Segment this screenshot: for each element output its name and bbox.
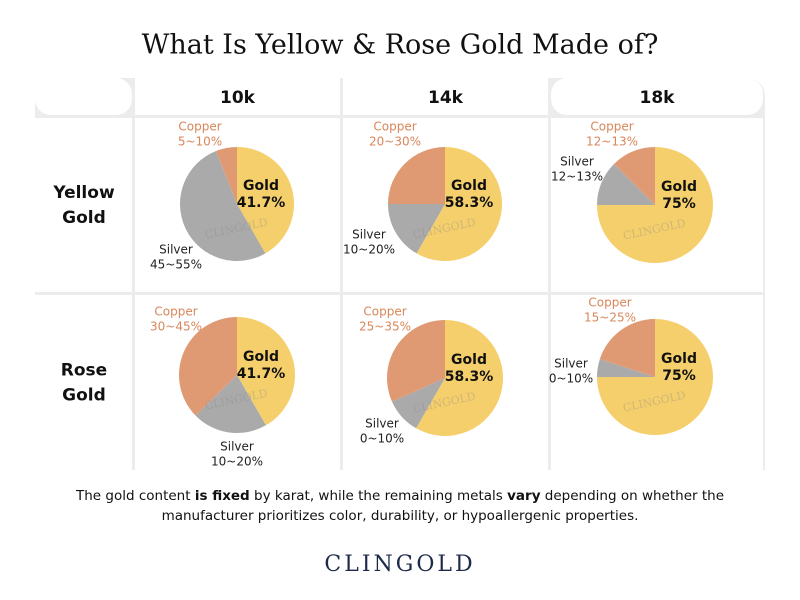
- text: depending on whether the manufacturer pr…: [161, 488, 724, 524]
- slice-label: Copper: [590, 120, 633, 134]
- pie-slice: [392, 378, 445, 429]
- row-label-line: Rose: [61, 361, 107, 381]
- pie-slice: [416, 147, 502, 261]
- pie-slice: [237, 317, 295, 426]
- row-label-line: Yellow: [52, 183, 115, 203]
- header-cell: [343, 78, 548, 115]
- slice-value-label: 0~10%: [549, 372, 593, 386]
- pie-slice: [195, 375, 266, 434]
- pie-slice: [416, 320, 503, 437]
- slice-label: Gold: [243, 349, 279, 365]
- pie-slice: [613, 147, 655, 205]
- slice-value-label: 75%: [662, 196, 696, 212]
- slice-label: Gold: [661, 179, 697, 195]
- row-label-cell: [35, 118, 132, 292]
- slice-label: Gold: [661, 351, 697, 367]
- pie-slice: [237, 147, 295, 254]
- footer-box-top: [35, 470, 765, 490]
- slice-value-label: 45~55%: [150, 258, 202, 272]
- column-header: 18k: [640, 88, 676, 108]
- pie-slice: [179, 317, 237, 416]
- slice-label: Silver: [365, 417, 399, 431]
- slice-value-label: 10~20%: [211, 455, 263, 469]
- slice-value-label: 5~10%: [178, 135, 222, 149]
- slice-label: Silver: [352, 228, 386, 242]
- slice-value-label: 25~35%: [359, 320, 411, 334]
- row-label: Rose Gold: [61, 361, 107, 406]
- text-bold: vary: [507, 488, 541, 504]
- slice-value-label: 15~25%: [584, 311, 636, 325]
- slice-label: Gold: [451, 352, 487, 368]
- slice-value-label: 10~20%: [343, 243, 395, 257]
- pie-slice: [216, 147, 237, 204]
- slice-value-label: 58.3%: [445, 369, 494, 385]
- column-header: 10k: [220, 88, 256, 108]
- pie-slice: [597, 359, 655, 377]
- footer-text: The gold content is fixed by karat, whil…: [40, 486, 760, 526]
- row-label: Yellow Gold: [52, 183, 115, 228]
- slice-value-label: 12~13%: [551, 170, 603, 184]
- slice-label: Copper: [363, 305, 406, 319]
- text: by karat, while the remaining metals: [249, 488, 508, 504]
- pie-slice: [179, 151, 266, 261]
- title: What Is Yellow & Rose Gold Made of?: [142, 30, 659, 61]
- slice-value-label: 12~13%: [586, 135, 638, 149]
- slice-value-label: 30~45%: [150, 320, 202, 334]
- slice-value-label: 0~10%: [360, 432, 404, 446]
- pie-slice: [599, 319, 655, 377]
- slice-value-label: 41.7%: [237, 195, 286, 211]
- logo: CLINGOLD: [324, 552, 476, 577]
- header-cell: [135, 78, 340, 115]
- column-header: 14k: [428, 88, 464, 108]
- row-label-cell: [35, 295, 132, 470]
- header-cell: [551, 78, 763, 115]
- slice-label: Gold: [451, 178, 487, 194]
- slice-value-label: 41.7%: [237, 366, 286, 382]
- pie-slice: [386, 320, 445, 402]
- text-bold: is fixed: [194, 488, 250, 504]
- slice-value-label: 58.3%: [445, 195, 494, 211]
- text: The gold content: [76, 488, 195, 504]
- slice-value-label: 75%: [662, 368, 696, 384]
- slice-label: Copper: [373, 120, 416, 134]
- pie-slice: [388, 204, 445, 254]
- slice-label: Silver: [554, 357, 588, 371]
- pie-slice: [388, 147, 445, 204]
- row-label-line: Gold: [62, 208, 106, 228]
- corner-cell: [35, 78, 132, 115]
- slice-label: Silver: [159, 243, 193, 257]
- slice-label: Copper: [178, 120, 221, 134]
- slice-label: Silver: [560, 155, 594, 169]
- row-label-line: Gold: [62, 386, 106, 406]
- slice-label: Gold: [243, 178, 279, 194]
- slice-label: Silver: [220, 440, 254, 454]
- slice-label: Copper: [588, 296, 631, 310]
- pie-slice: [597, 163, 655, 205]
- slice-value-label: 20~30%: [369, 135, 421, 149]
- slice-label: Copper: [154, 305, 197, 319]
